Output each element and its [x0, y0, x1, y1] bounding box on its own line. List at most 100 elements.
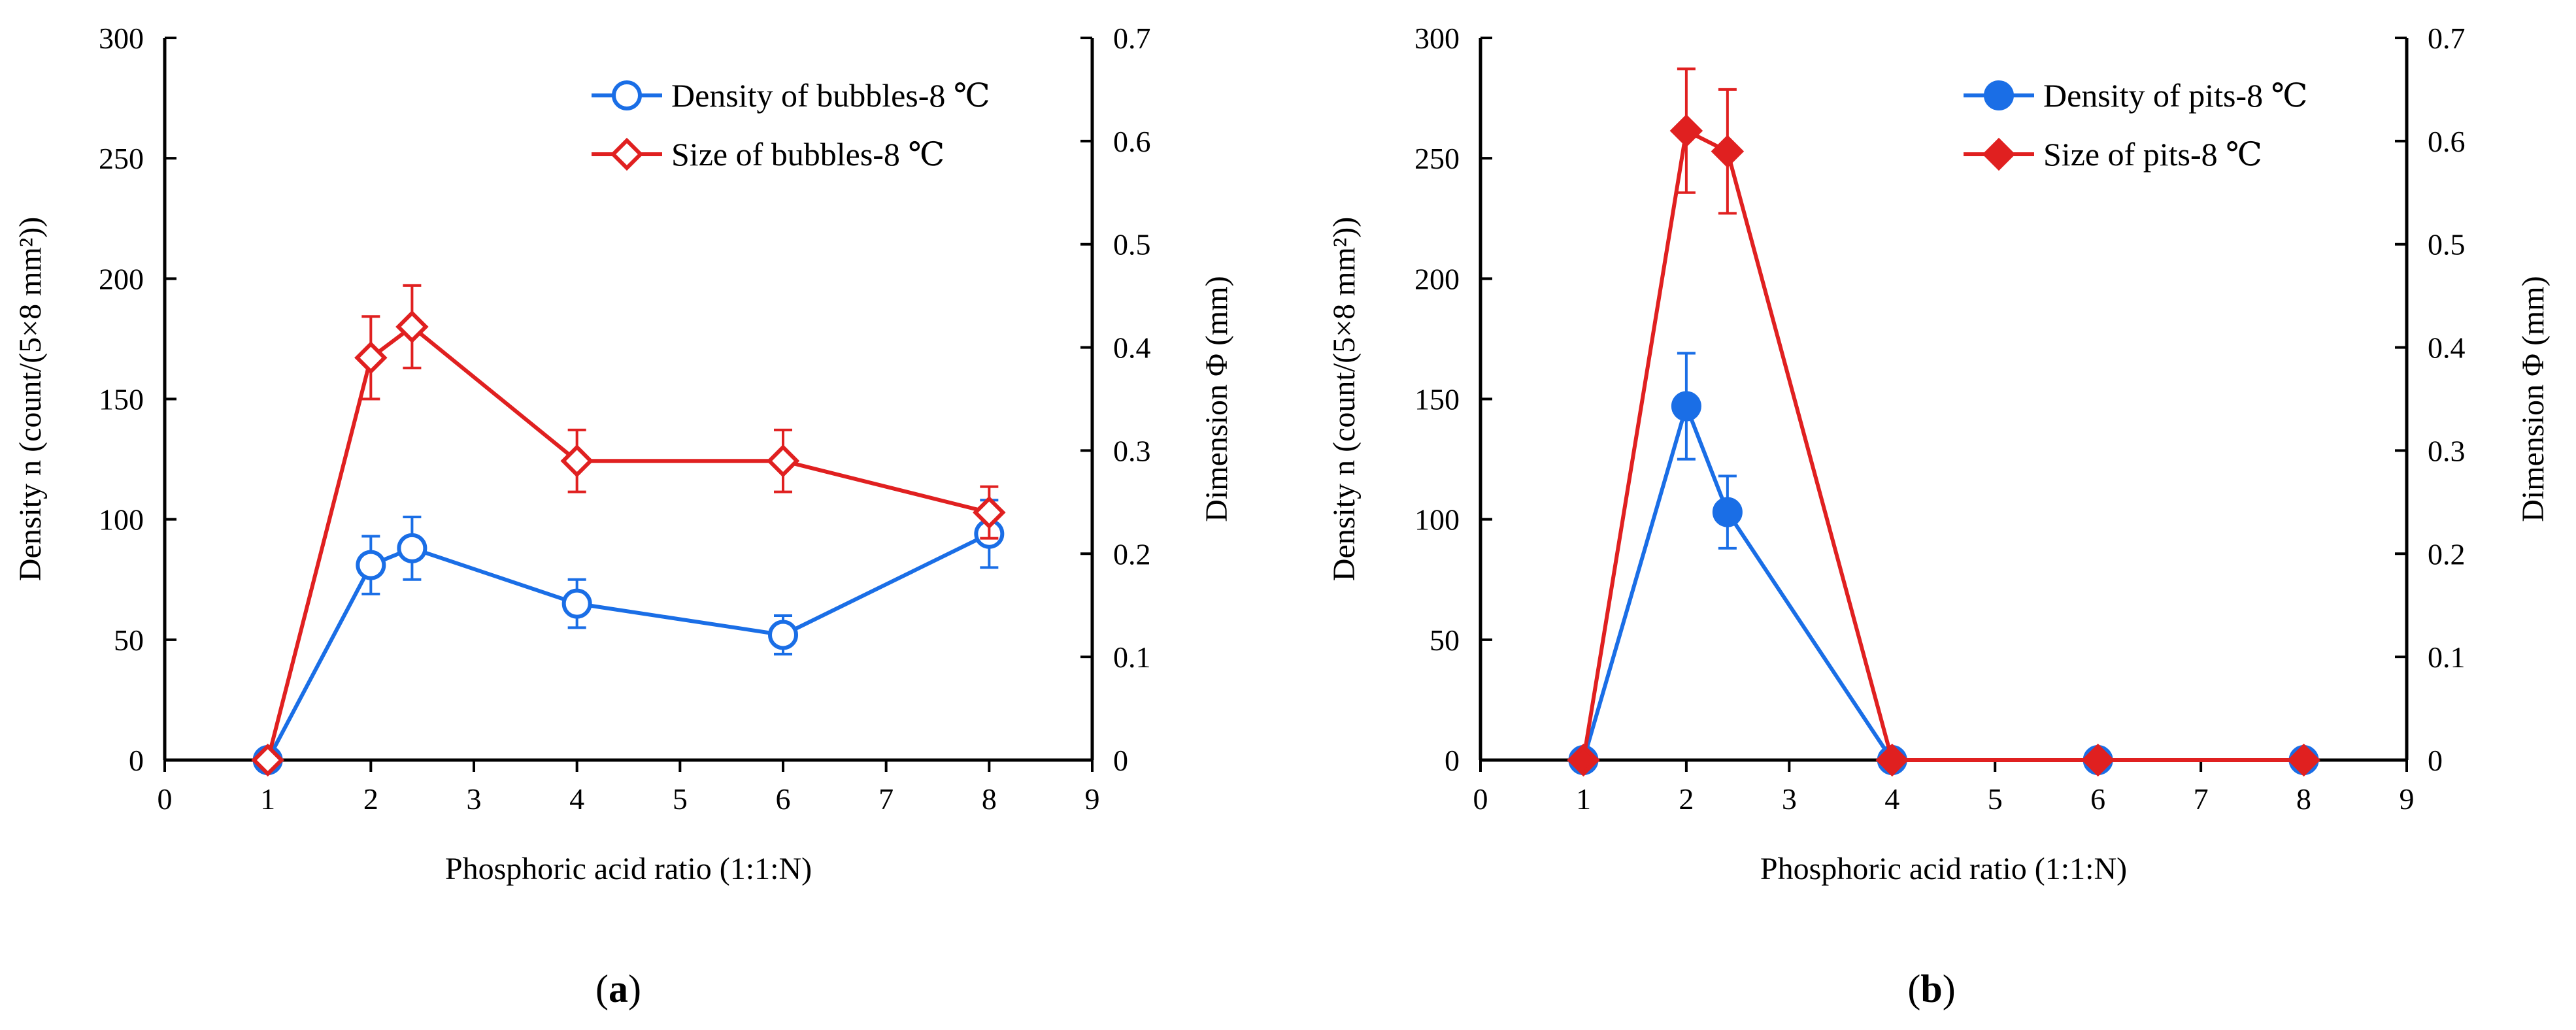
- x-tick-label: 6: [2090, 782, 2105, 816]
- x-tick-label: 0: [158, 782, 173, 816]
- legend-label: Size of pits-8 ℃: [2043, 136, 2262, 173]
- x-axis-title: Phosphoric acid ratio (1:1:N): [445, 852, 812, 886]
- series-line: [1581, 127, 2304, 762]
- x-tick-label: 5: [1988, 782, 2003, 816]
- data-point: [766, 444, 800, 478]
- x-tick-label: 8: [982, 782, 997, 816]
- y2-tick-label: 0.2: [1113, 537, 1151, 571]
- legend-entry-1: Size of bubbles-8 ℃: [592, 136, 945, 173]
- panel-label-close: ): [1943, 967, 1956, 1010]
- y-tick-label: 100: [99, 503, 144, 537]
- legend-label: Density of pits-8 ℃: [2043, 77, 2308, 114]
- data-point: [354, 341, 388, 374]
- x-tick-label: 8: [2296, 782, 2311, 816]
- y2-tick-label: 0.6: [2428, 125, 2466, 158]
- data-point: [768, 620, 798, 650]
- data-point: [251, 743, 284, 777]
- y-tick-label: 200: [1414, 262, 1460, 295]
- y2-tick-label: 0.3: [1113, 434, 1151, 467]
- x-tick-label: 4: [569, 782, 584, 816]
- y-tick-label: 50: [114, 623, 144, 657]
- data-point: [1711, 135, 1745, 168]
- y-tick-label: 300: [99, 22, 144, 55]
- series-line: [266, 532, 990, 761]
- x-tick-label: 2: [363, 782, 378, 816]
- legend-entry-0: Density of pits-8 ℃: [1964, 77, 2308, 114]
- x-tick-label: 5: [673, 782, 688, 816]
- panel-label: (b): [1907, 967, 1955, 1010]
- y-tick-label: 250: [99, 142, 144, 175]
- y-tick-label: 200: [99, 262, 144, 295]
- y2-tick-label: 0.4: [1113, 331, 1151, 365]
- x-tick-label: 3: [467, 782, 482, 816]
- y2-tick-label: 0.7: [1113, 22, 1151, 55]
- legend-label: Size of bubbles-8 ℃: [671, 136, 945, 173]
- x-tick-label: 3: [1782, 782, 1797, 816]
- x-tick-label: 7: [2194, 782, 2209, 816]
- panel-label-open: (: [595, 967, 609, 1010]
- x-tick-label: 9: [2400, 782, 2415, 816]
- y-tick-label: 150: [1414, 383, 1460, 416]
- y2-tick-label: 0: [2428, 744, 2443, 777]
- chart-panel-b: 0 1 2 3 4 5 6 7 8 905010015020025030000.10.20.30.…: [1327, 22, 2551, 1010]
- y2-tick-label: 0.1: [1113, 640, 1151, 674]
- y2-axis-title: Dimension Φ (mm): [1199, 276, 1234, 522]
- data-point: [1712, 497, 1743, 527]
- x-axis-title: Phosphoric acid ratio (1:1:N): [1760, 852, 2127, 886]
- legend-entry-0: Density of bubbles-8 ℃: [592, 77, 990, 114]
- data-point: [2081, 743, 2115, 777]
- legend-entry-1: Size of pits-8 ℃: [1964, 136, 2262, 173]
- data-point: [1567, 743, 1600, 777]
- y-tick-label: 100: [1414, 503, 1460, 537]
- x-tick-label: 7: [878, 782, 894, 816]
- y-tick-label: 300: [1414, 22, 1460, 55]
- panel-label-close: ): [628, 967, 641, 1010]
- data-point: [356, 550, 386, 580]
- legend-marker: [1982, 137, 2016, 171]
- data-point: [561, 588, 592, 619]
- data-point: [1671, 391, 1701, 422]
- data-point: [1669, 114, 1703, 148]
- series-1: [1567, 67, 2320, 777]
- y-tick-label: 0: [1445, 744, 1460, 777]
- x-tick-label: 4: [1884, 782, 1899, 816]
- data-point: [1875, 743, 1909, 777]
- panel-label-open: (: [1907, 967, 1920, 1010]
- x-tick-label: 1: [260, 782, 275, 816]
- panel-label-letter: b: [1920, 967, 1942, 1010]
- data-point: [560, 444, 594, 478]
- data-point: [395, 310, 429, 344]
- x-tick-label: 2: [1679, 782, 1694, 816]
- x-tick-label: 9: [1085, 782, 1100, 816]
- x-tick-label: 0: [1473, 782, 1488, 816]
- y-tick-label: 0: [129, 744, 144, 777]
- data-point: [2287, 743, 2320, 777]
- x-tick-label: 1: [1576, 782, 1591, 816]
- y2-tick-label: 0.5: [1113, 228, 1151, 261]
- legend-marker: [1984, 80, 2014, 110]
- y-tick-label: 50: [1430, 623, 1460, 657]
- y2-tick-label: 0.1: [2428, 640, 2466, 674]
- chart-panel-a: 0 1 2 3 4 5 6 7 8 905010015020025030000.10.20.30.…: [13, 22, 1234, 1010]
- y2-tick-label: 0.4: [2428, 331, 2466, 365]
- y2-tick-label: 0.7: [2428, 22, 2466, 55]
- legend-label: Density of bubbles-8 ℃: [671, 77, 990, 114]
- y2-tick-label: 0.6: [1113, 125, 1151, 158]
- y-axis-title: Density n (count/(5×8 mm²)): [1327, 217, 1362, 581]
- y-axis-title: Density n (count/(5×8 mm²)): [13, 217, 48, 581]
- y-tick-label: 150: [99, 383, 144, 416]
- y-tick-label: 250: [1414, 142, 1460, 175]
- legend-marker: [612, 80, 642, 110]
- legend-marker: [610, 137, 644, 171]
- x-tick-label: 6: [776, 782, 791, 816]
- y2-tick-label: 0.3: [2428, 434, 2466, 467]
- panel-label-letter: a: [609, 967, 628, 1010]
- series-line: [265, 324, 990, 761]
- data-point: [397, 533, 427, 563]
- panel-label: (a): [595, 967, 641, 1010]
- y2-axis-title: Dimension Φ (mm): [2516, 276, 2551, 522]
- y2-tick-label: 0: [1113, 744, 1128, 777]
- data-point: [973, 495, 1006, 529]
